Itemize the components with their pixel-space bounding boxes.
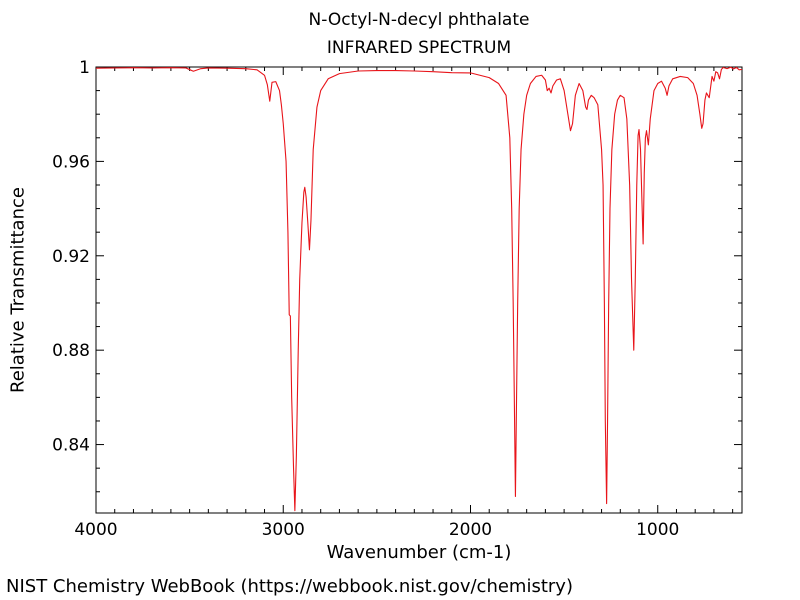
x-tick-label: 2000 [449,520,492,540]
x-tick-label: 1000 [636,520,679,540]
x-tick-label: 3000 [262,520,305,540]
y-tick-label: 0.88 [52,341,90,361]
y-tick-label: 0.92 [52,247,90,267]
spectrum-line [95,66,743,512]
y-tick-label: 0.96 [52,152,90,172]
y-tick-label: 1 [79,58,90,78]
x-tick-label: 4000 [74,520,117,540]
chart-title: N-Octyl-N-decyl phthalate [308,10,530,30]
plot-frame [95,66,743,514]
x-axis-label: Wavenumber (cm-1) [326,542,512,563]
chart-subtitle: INFRARED SPECTRUM [326,38,512,58]
y-tick-label: 0.84 [52,436,90,456]
source-credit: NIST Chemistry WebBook (https://webbook.… [6,576,573,597]
